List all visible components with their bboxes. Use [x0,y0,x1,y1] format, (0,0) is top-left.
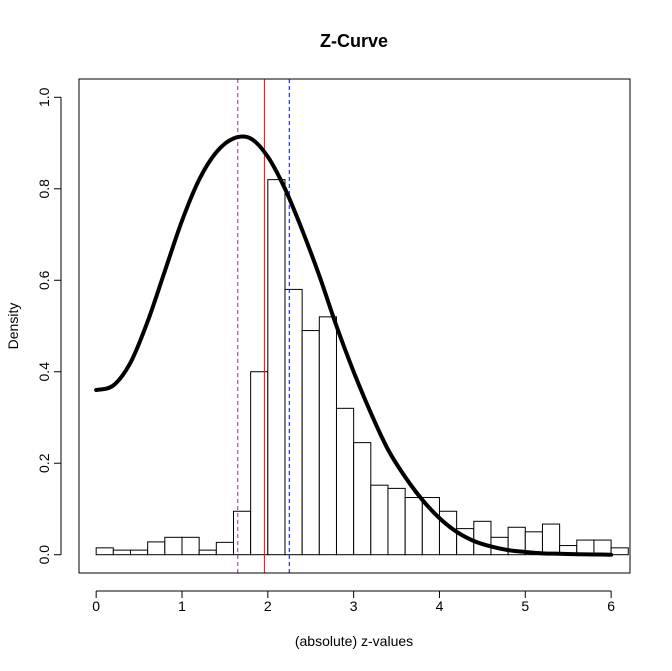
y-tick-label: 1.0 [36,87,52,107]
x-axis: 0 1 2 3 4 5 6 [92,590,615,614]
histogram-bar [370,484,389,556]
x-tick-label: 0 [92,598,100,614]
histogram-bar [147,541,166,556]
histogram-bar [181,536,200,556]
histogram-bar [318,316,337,556]
histogram-bar [164,536,183,556]
histogram-bar [198,549,217,556]
histogram-bar [250,371,269,556]
histogram-bar [130,549,149,556]
histogram-bar [541,523,561,556]
histogram-bar [112,549,132,556]
y-axis: 0.0 0.2 0.4 0.6 0.8 1.0 [36,87,62,565]
y-tick-label: 0.0 [36,545,52,565]
reference-lines [237,79,290,573]
histogram-bar [95,547,114,556]
density-curve [94,134,614,557]
y-axis-label: Density [5,303,21,350]
histogram-bar [301,330,320,556]
histogram-bar [404,497,423,556]
histogram-bar [387,487,406,556]
x-tick-label: 2 [264,598,272,614]
x-axis-label: (absolute) z-values [295,633,413,649]
y-tick-label: 0.6 [36,270,52,290]
histogram-bar [421,497,440,556]
histogram-bar [215,541,234,556]
histogram-bar [610,547,629,556]
histogram-bar [232,510,252,556]
y-tick-label: 0.4 [36,362,52,382]
x-tick-label: 6 [607,598,615,614]
x-tick-label: 4 [436,598,444,614]
histogram-bar [473,520,492,556]
plot-frame [78,78,631,574]
density-curve-group [94,134,614,557]
histogram-bar [284,288,303,556]
chart-title: Z-Curve [320,31,388,51]
histogram-bar [335,407,355,556]
histogram-bar [353,442,372,556]
x-tick-label: 3 [350,598,358,614]
x-tick-label: 5 [521,598,529,614]
y-tick-label: 0.2 [36,453,52,473]
y-tick-label: 0.8 [36,179,52,199]
histogram-bar [267,179,286,556]
x-tick-label: 1 [178,598,186,614]
